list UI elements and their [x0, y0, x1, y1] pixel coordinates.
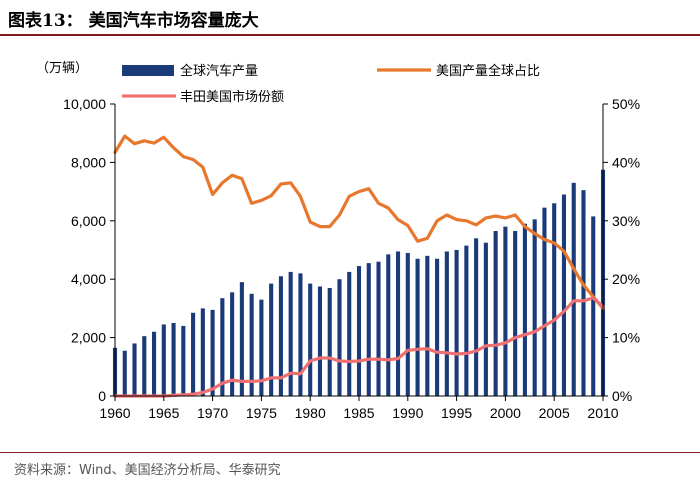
right-tick-label: 10%	[612, 330, 640, 346]
x-tick-label: 2010	[587, 405, 618, 421]
x-tick-label: 1975	[246, 405, 277, 421]
x-tick-label: 1990	[392, 405, 423, 421]
production-bar	[181, 325, 186, 396]
right-tick-label: 0%	[612, 388, 632, 404]
x-tick-label: 1965	[148, 405, 179, 421]
left-tick-label: 2,000	[71, 330, 106, 346]
source-rule	[0, 452, 700, 453]
right-tick-label: 20%	[612, 271, 640, 287]
production-bar	[493, 231, 498, 396]
production-bar	[239, 282, 244, 396]
production-bar	[161, 324, 166, 396]
toyota-share-line	[113, 296, 605, 398]
right-tick-label: 50%	[612, 96, 640, 112]
axes-group: 0 2,000 4,000 6,000 8,000 10,000 0% 10% 20% 30% 40…	[36, 61, 640, 421]
production-bar	[503, 226, 508, 396]
production-bar	[278, 276, 283, 396]
x-tick-label: 1980	[295, 405, 326, 421]
production-bar	[464, 245, 469, 396]
x-tick-label: 1970	[197, 405, 228, 421]
production-bar	[571, 182, 576, 396]
production-bar	[532, 219, 537, 396]
right-tick-label: 40%	[612, 154, 640, 170]
x-tick-label: 1985	[343, 405, 374, 421]
production-bar	[259, 299, 264, 396]
production-bar	[122, 350, 127, 396]
production-bar	[249, 293, 254, 396]
x-tick-label: 2005	[539, 405, 570, 421]
production-bar	[591, 216, 596, 396]
production-bar	[142, 336, 147, 396]
production-bar	[171, 323, 176, 396]
left-tick-label: 4,000	[71, 271, 106, 287]
production-bar	[483, 242, 488, 396]
production-bar	[191, 312, 196, 396]
production-bar	[132, 343, 137, 396]
left-axis-unit-label: （万辆）	[36, 61, 88, 76]
production-bar	[474, 238, 479, 396]
production-bar	[444, 251, 449, 396]
production-bar	[337, 279, 342, 396]
production-bar	[561, 194, 567, 396]
production-bar	[513, 231, 518, 396]
left-tick-label: 8,000	[71, 154, 106, 170]
production-bar	[200, 308, 205, 396]
production-bar	[288, 271, 293, 396]
production-bar	[210, 309, 215, 396]
production-bar	[415, 258, 420, 396]
title-rule	[0, 34, 700, 36]
legend-label-toyota-share: 丰田美国市场份额	[180, 89, 284, 105]
production-bar	[552, 203, 557, 396]
x-tick-label: 1960	[99, 405, 130, 421]
production-bar	[542, 207, 547, 396]
left-tick-label: 10,000	[63, 96, 106, 112]
left-tick-label: 0	[98, 388, 106, 404]
production-bar	[151, 331, 157, 396]
production-bar	[395, 251, 401, 396]
production-bar	[376, 261, 381, 396]
production-bar	[386, 254, 391, 396]
production-bar	[327, 287, 332, 396]
legend-label-production: 全球汽车产量	[180, 63, 258, 79]
legend-swatch-production	[122, 65, 174, 76]
production-bar	[454, 250, 459, 396]
source-note: 资料来源：Wind、美国经济分析局、华泰研究	[14, 463, 281, 478]
line-series-group	[113, 134, 605, 398]
production-bar	[298, 273, 303, 396]
production-bar	[220, 298, 225, 396]
x-tick-label: 2000	[490, 405, 521, 421]
production-bar	[581, 190, 586, 396]
figure-title: 图表13： 美国汽车市场容量庞大	[8, 11, 259, 31]
production-bar	[356, 266, 362, 396]
production-bar	[347, 271, 352, 396]
production-bar	[405, 252, 410, 396]
production-bar	[425, 255, 430, 396]
production-bar	[308, 283, 313, 396]
left-tick-label: 6,000	[71, 213, 106, 229]
production-bar	[522, 223, 527, 396]
production-bar	[366, 263, 371, 396]
x-tick-label: 1995	[441, 405, 472, 421]
right-tick-label: 30%	[612, 213, 640, 229]
legend-label-us-share: 美国产量全球占比	[436, 63, 540, 79]
production-bar	[230, 292, 235, 396]
chart-area: 0 2,000 4,000 6,000 8,000 10,000 0% 10% 20% 30% 40…	[36, 61, 640, 421]
production-bar	[435, 258, 440, 396]
production-bar	[317, 286, 323, 396]
bar-series-group	[112, 169, 606, 396]
us-share-line	[113, 134, 605, 310]
production-bar	[269, 283, 274, 396]
